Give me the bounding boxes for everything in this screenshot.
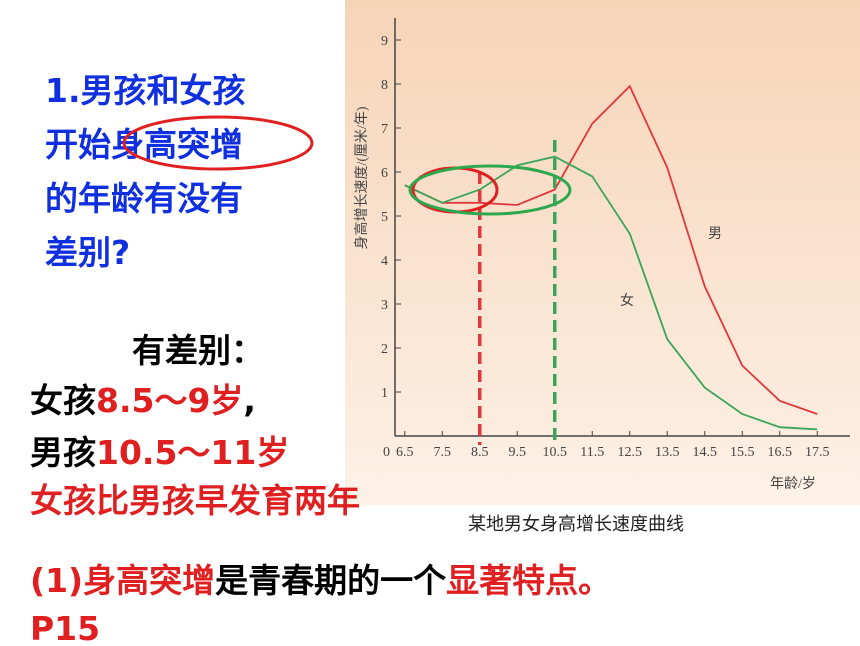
x-tick-label: 9.5 — [509, 445, 527, 460]
question-line: 差别? — [45, 233, 130, 272]
y-tick-label: 0 — [383, 445, 390, 460]
chart-panel — [345, 0, 860, 505]
conclusion: 女孩比男孩早发育两年 — [30, 481, 360, 520]
x-tick-label: 16.5 — [768, 445, 793, 460]
highlight-circle — [122, 115, 314, 171]
x-tick-label: 7.5 — [434, 445, 452, 460]
x-tick-label: 15.5 — [730, 445, 755, 460]
x-tick-label: 14.5 — [693, 445, 718, 460]
text: 身高突增 — [111, 125, 243, 164]
text: (1)身高突增 — [30, 561, 215, 600]
x-tick-label: 13.5 — [655, 445, 680, 460]
answer-head: 有差别： — [132, 331, 264, 370]
x-tick-label: 12.5 — [618, 445, 643, 460]
series-label: 男 — [708, 227, 722, 242]
y-tick-label: 5 — [381, 210, 388, 225]
answer-line: 女孩8.5～9岁, — [30, 381, 256, 420]
y-tick-label: 1 — [381, 386, 388, 401]
y-axis-title: 身高增长速度/(厘米/年) — [353, 106, 370, 249]
x-tick-label: 6.5 — [396, 445, 414, 460]
x-axis-title: 年龄/岁 — [770, 476, 816, 492]
y-tick-label: 4 — [381, 254, 388, 269]
x-tick-label: 17.5 — [805, 445, 830, 460]
page-ref: P15 — [30, 609, 100, 646]
text: , — [243, 381, 256, 420]
x-tick-label: 10.5 — [543, 445, 568, 460]
y-tick-label: 6 — [381, 166, 388, 181]
highlight-circle — [408, 164, 572, 216]
chart-caption: 某地男女身高增长速度曲线 — [468, 514, 684, 535]
y-tick-label: 9 — [381, 34, 388, 49]
question-line: 的年龄有没有 — [45, 179, 243, 218]
line-series — [404, 84, 818, 415]
text: 10.5～11岁 — [96, 433, 289, 472]
line-series — [404, 155, 818, 431]
y-tick-label: 7 — [381, 122, 388, 137]
answer-line: 男孩10.5～11岁 — [30, 433, 289, 472]
x-tick-label: 11.5 — [580, 445, 604, 460]
y-tick-label: 2 — [381, 342, 388, 357]
text: 开始 — [45, 125, 111, 164]
text: 8.5～9岁 — [96, 381, 243, 420]
y-tick-label: 3 — [381, 298, 388, 313]
text: 是青春期的一个 — [215, 561, 446, 600]
series-label: 女 — [620, 292, 634, 309]
text: 显著特点。 — [446, 561, 611, 600]
point-line: (1)身高突增是青春期的一个显著特点。 — [30, 561, 611, 600]
text: 男孩 — [30, 433, 96, 472]
x-tick-label: 8.5 — [471, 445, 489, 460]
text: 女孩 — [30, 381, 96, 420]
y-tick-label: 8 — [381, 78, 388, 93]
question-line: 1.男孩和女孩 — [45, 71, 246, 110]
